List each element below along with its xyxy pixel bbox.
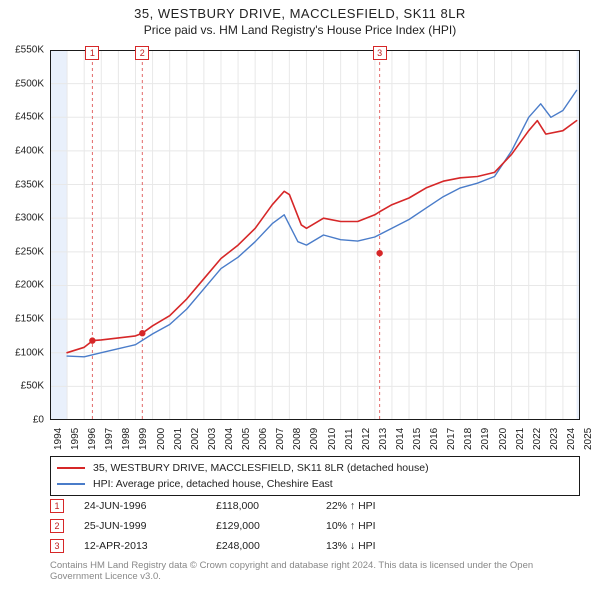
x-axis-label: 1994	[53, 428, 64, 450]
x-axis-label: 2023	[549, 428, 560, 450]
sale-row: 1 24-JUN-1996 £118,000 22% ↑ HPI	[50, 496, 580, 516]
legend-label-1: 35, WESTBURY DRIVE, MACCLESFIELD, SK11 8…	[93, 462, 429, 474]
x-axis-label: 2002	[190, 428, 201, 450]
sale-row-diff: 22% ↑ HPI	[326, 500, 436, 512]
y-axis-label: £400K	[0, 145, 44, 156]
x-axis-label: 2014	[395, 428, 406, 450]
x-axis-label: 2008	[292, 428, 303, 450]
x-axis-label: 2013	[378, 428, 389, 450]
x-axis-label: 2020	[498, 428, 509, 450]
line-chart-svg	[50, 50, 580, 420]
sale-row-diff: 13% ↓ HPI	[326, 540, 436, 552]
sale-row-diff: 10% ↑ HPI	[326, 520, 436, 532]
title-line-2: Price paid vs. HM Land Registry's House …	[0, 23, 600, 37]
sale-row-number-box: 2	[50, 519, 64, 533]
sale-marker-box: 1	[85, 46, 99, 60]
sale-marker-box: 2	[135, 46, 149, 60]
x-axis-label: 2015	[412, 428, 423, 450]
footnote: Contains HM Land Registry data © Crown c…	[50, 560, 580, 583]
x-axis-label: 2000	[156, 428, 167, 450]
y-axis-label: £250K	[0, 246, 44, 257]
x-axis-label: 2003	[207, 428, 218, 450]
y-axis-label: £500K	[0, 78, 44, 89]
x-axis-label: 2022	[532, 428, 543, 450]
y-axis-label: £100K	[0, 347, 44, 358]
x-axis-label: 2012	[361, 428, 372, 450]
y-axis-label: £350K	[0, 179, 44, 190]
x-axis-label: 2005	[241, 428, 252, 450]
x-axis-label: 1998	[121, 428, 132, 450]
y-axis-label: £550K	[0, 45, 44, 56]
x-axis-label: 1997	[104, 428, 115, 450]
title-line-1: 35, WESTBURY DRIVE, MACCLESFIELD, SK11 8…	[0, 6, 600, 21]
y-axis-label: £50K	[0, 381, 44, 392]
x-axis-label: 2018	[463, 428, 474, 450]
sale-row-date: 24-JUN-1996	[84, 500, 196, 512]
x-axis-label: 2007	[275, 428, 286, 450]
y-axis-label: £150K	[0, 314, 44, 325]
sales-table: 1 24-JUN-1996 £118,000 22% ↑ HPI 2 25-JUN-199…	[50, 496, 580, 556]
y-axis-label: £0	[0, 415, 44, 426]
y-axis-label: £450K	[0, 112, 44, 123]
x-axis-label: 2021	[515, 428, 526, 450]
x-axis-label: 2019	[480, 428, 491, 450]
x-axis-label: 2006	[258, 428, 269, 450]
sale-marker-box: 3	[373, 46, 387, 60]
x-axis-label: 1995	[70, 428, 81, 450]
x-axis-label: 2011	[344, 428, 355, 450]
sale-row-price: £248,000	[216, 540, 306, 552]
x-axis-label: 2024	[566, 428, 577, 450]
x-axis-label: 2010	[327, 428, 338, 450]
sale-row: 3 12-APR-2013 £248,000 13% ↓ HPI	[50, 536, 580, 556]
legend-swatch-1	[57, 467, 85, 469]
x-axis-label: 1999	[138, 428, 149, 450]
chart-area: £0£50K£100K£150K£200K£250K£300K£350K£400…	[50, 50, 580, 420]
legend-row-1: 35, WESTBURY DRIVE, MACCLESFIELD, SK11 8…	[57, 460, 573, 476]
x-axis-label: 2016	[429, 428, 440, 450]
sale-row-date: 25-JUN-1999	[84, 520, 196, 532]
sale-row-number-box: 1	[50, 499, 64, 513]
y-axis-label: £300K	[0, 213, 44, 224]
sale-row-price: £129,000	[216, 520, 306, 532]
x-axis-label: 2004	[224, 428, 235, 450]
y-axis-label: £200K	[0, 280, 44, 291]
legend-swatch-2	[57, 483, 85, 485]
x-axis-label: 2009	[309, 428, 320, 450]
sale-row-number-box: 3	[50, 539, 64, 553]
sale-row-date: 12-APR-2013	[84, 540, 196, 552]
x-axis-label: 2017	[446, 428, 457, 450]
x-axis-label: 2001	[173, 428, 184, 450]
chart-root: 35, WESTBURY DRIVE, MACCLESFIELD, SK11 8…	[0, 0, 600, 590]
x-axis-label: 1996	[87, 428, 98, 450]
sale-row: 2 25-JUN-1999 £129,000 10% ↑ HPI	[50, 516, 580, 536]
sale-row-price: £118,000	[216, 500, 306, 512]
title-block: 35, WESTBURY DRIVE, MACCLESFIELD, SK11 8…	[0, 0, 600, 37]
legend-label-2: HPI: Average price, detached house, Ches…	[93, 478, 333, 490]
legend-row-2: HPI: Average price, detached house, Ches…	[57, 476, 573, 492]
x-axis-label: 2025	[583, 428, 594, 450]
legend-box: 35, WESTBURY DRIVE, MACCLESFIELD, SK11 8…	[50, 456, 580, 496]
